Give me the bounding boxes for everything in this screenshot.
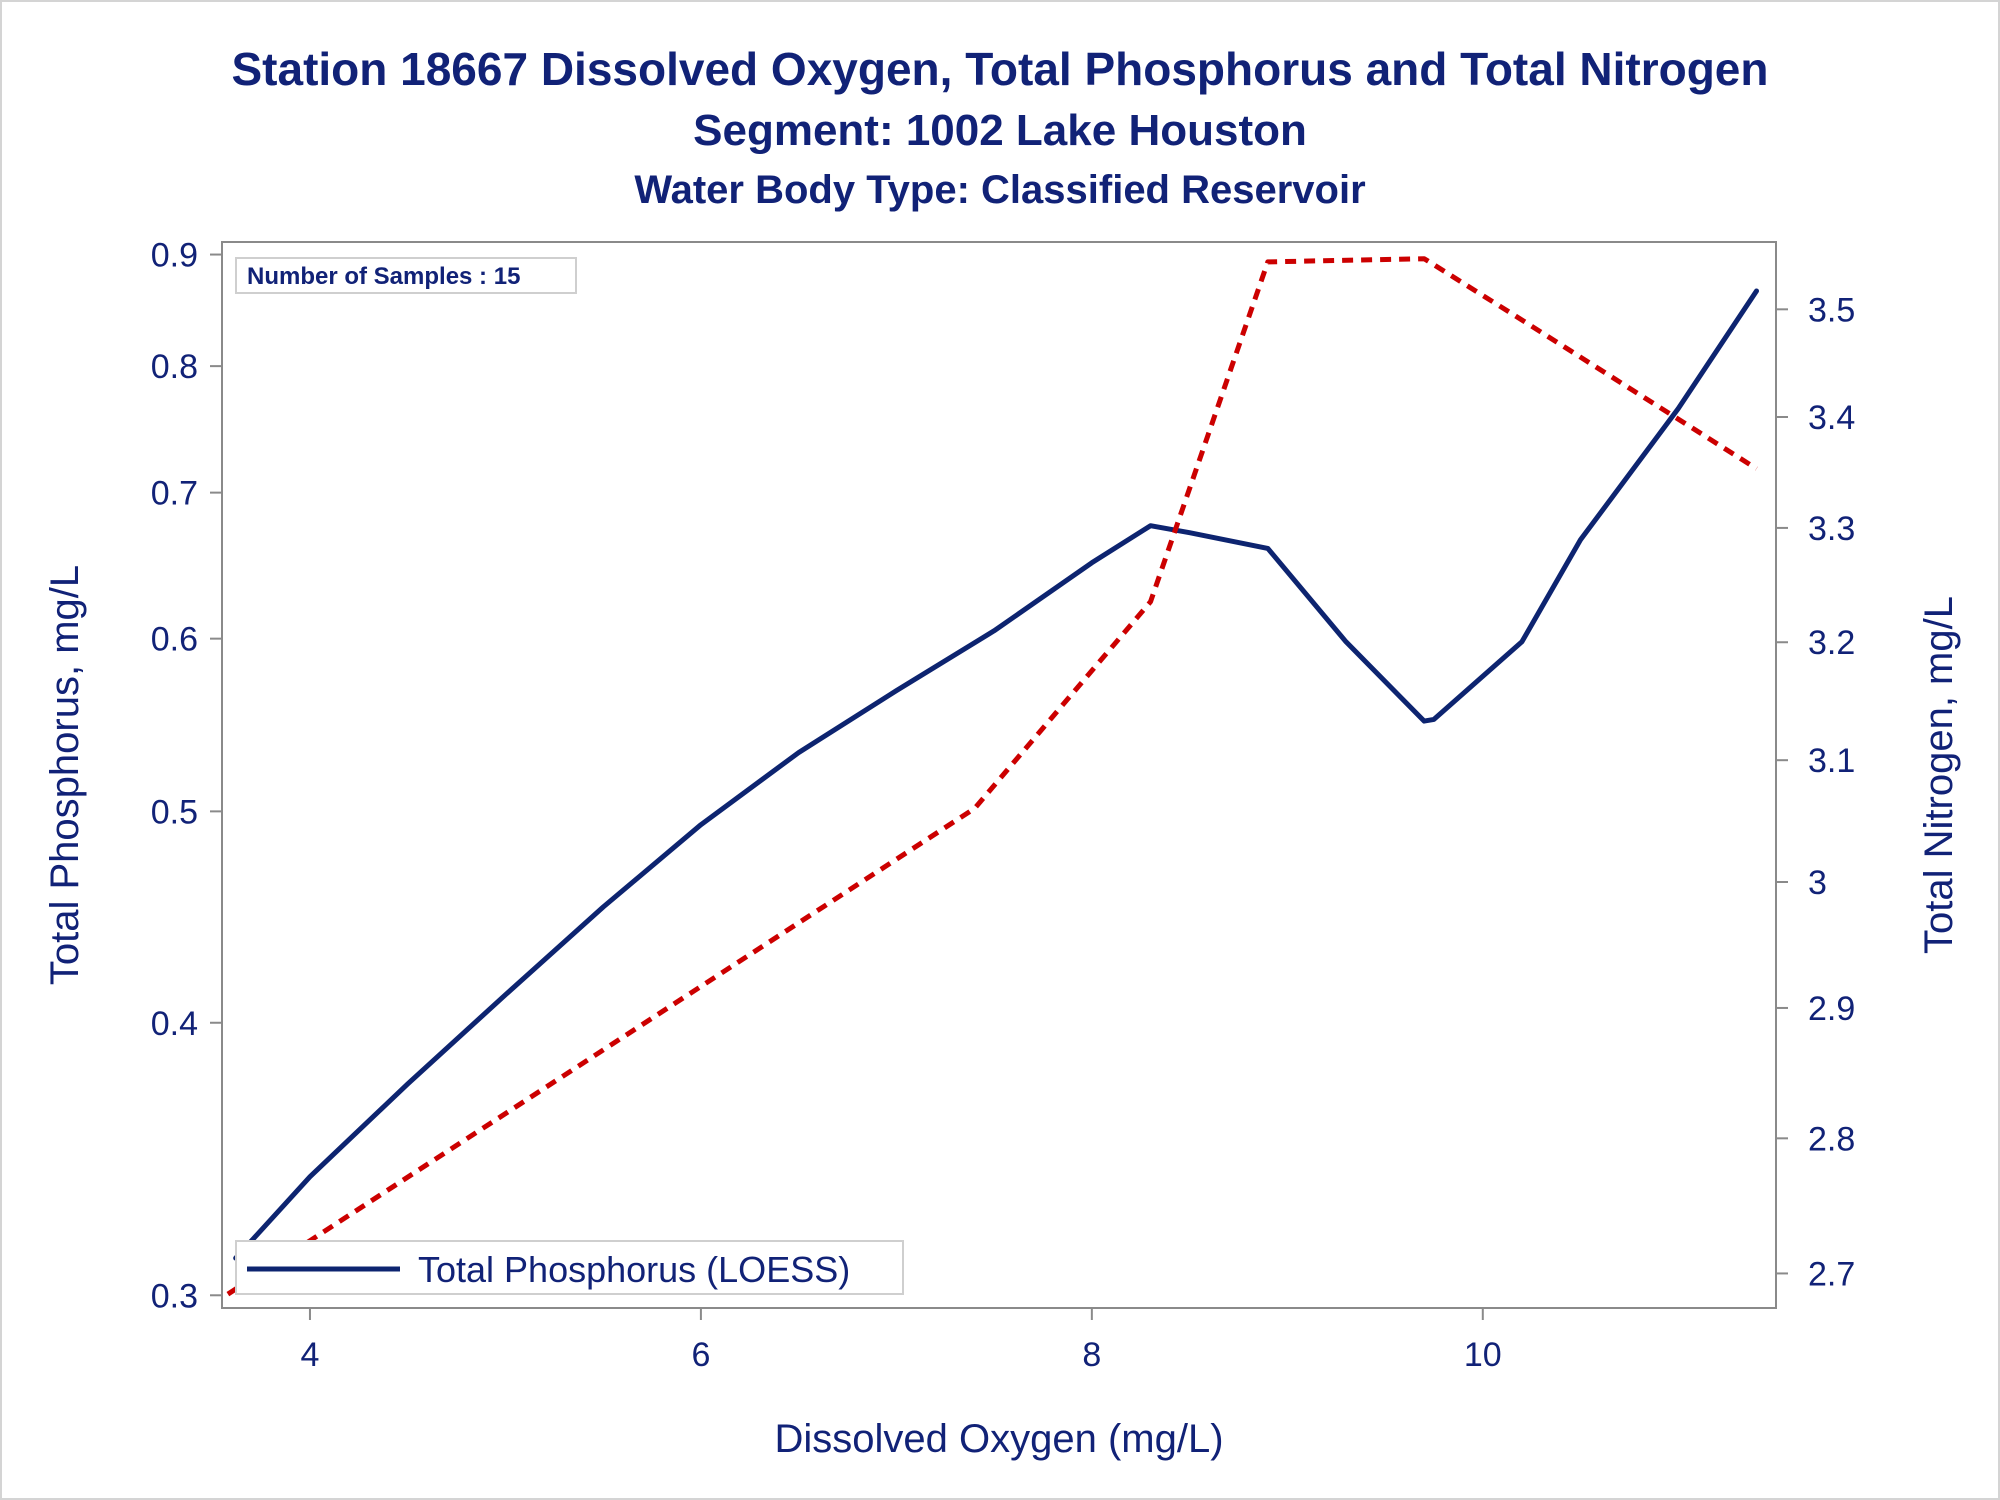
- chart-subtitle-segment: Segment: 1002 Lake Houston: [693, 106, 1307, 155]
- y-right-tick-label: 3.5: [1808, 291, 1855, 329]
- sample-count-text: Number of Samples : 15: [247, 263, 520, 290]
- y-right-tick-label: 3: [1808, 864, 1827, 902]
- legend-label-total-phosphorus: Total Phosphorus (LOESS): [418, 1249, 850, 1290]
- sample-count-frame: [235, 257, 577, 294]
- y-left-tick-label: 0.4: [151, 1005, 198, 1043]
- x-tick-label: 8: [1082, 1336, 1101, 1374]
- plot-area: [221, 241, 1777, 1309]
- y-axis-right-label: Total Nitrogen, mg/L: [1917, 596, 1961, 954]
- y-right-tick-label: 3.3: [1808, 510, 1855, 548]
- y-right-tick-label: 2.9: [1808, 990, 1855, 1028]
- y-left-tick-label: 0.6: [151, 621, 198, 659]
- chart-subtitle-waterbody: Water Body Type: Classified Reservoir: [634, 168, 1366, 212]
- x-tick-label: 10: [1464, 1336, 1502, 1374]
- y-left-tick-label: 0.9: [151, 237, 198, 275]
- y-left-tick-label: 0.8: [151, 348, 198, 386]
- y-right-tick-label: 2.7: [1808, 1255, 1855, 1293]
- series-line-total-phosphorus: [233, 288, 1759, 1261]
- y-right-tick-label: 3.1: [1808, 742, 1855, 780]
- series-layer: [226, 256, 1759, 1297]
- legend: Total Phosphorus (LOESS): [235, 1240, 904, 1295]
- y-right-tick-label: 3.4: [1808, 399, 1855, 437]
- y-right-tick-label: 2.8: [1808, 1120, 1855, 1158]
- y-axis-right: 2.7 2.8 2.9 3 3.1 3.2 3.3 3.4 3.5: [1776, 291, 1855, 1293]
- legend-frame: [235, 1240, 904, 1295]
- y-axis-left: 0.3 0.4 0.5 0.6 0.7 0.8 0.9: [151, 237, 222, 1315]
- x-tick-label: 4: [301, 1336, 320, 1374]
- x-tick-label: 6: [691, 1336, 710, 1374]
- x-axis-label: Dissolved Oxygen (mg/L): [774, 1417, 1223, 1461]
- y-left-tick-label: 0.3: [151, 1277, 198, 1315]
- x-axis: 4 6 8 10: [301, 1308, 1502, 1374]
- sample-count-box: Number of Samples : 15: [235, 257, 577, 294]
- y-right-tick-label: 3.2: [1808, 624, 1855, 662]
- chart-title: Station 18667 Dissolved Oxygen, Total Ph…: [231, 43, 1769, 95]
- y-axis-left-label: Total Phosphorus, mg/L: [43, 565, 87, 985]
- series-line-total-nitrogen: [226, 256, 1758, 1297]
- y-left-tick-label: 0.5: [151, 793, 198, 831]
- y-left-tick-label: 0.7: [151, 475, 198, 513]
